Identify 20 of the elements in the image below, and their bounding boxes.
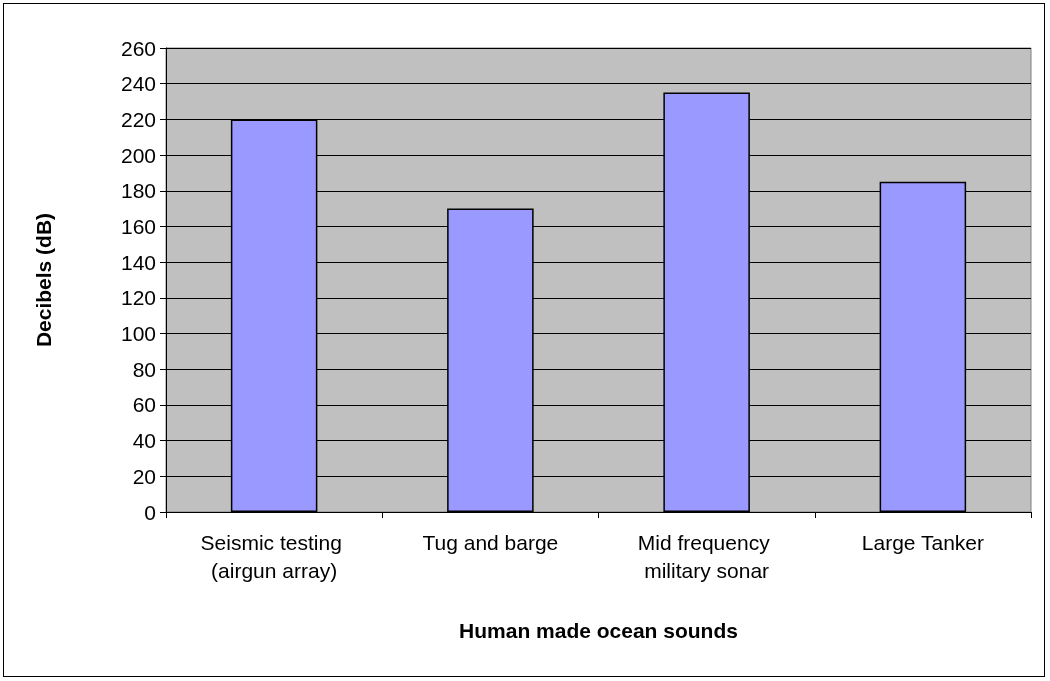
y-tick-label: 160 — [120, 214, 156, 238]
y-tick-label: 220 — [120, 107, 156, 131]
y-tick-label: 240 — [120, 72, 156, 96]
y-tick-label: 80 — [132, 357, 156, 381]
x-tick-label: Large Tanker — [861, 530, 984, 554]
x-tick-label: Mid frequency military sonar — [637, 530, 776, 582]
x-tick-label: Tug and barge — [422, 530, 559, 554]
y-tick-label: 120 — [120, 286, 156, 310]
y-axis-title: Decibels (dB) — [32, 212, 55, 348]
y-tick-label: 20 — [132, 464, 156, 488]
y-tick-label: 260 — [120, 36, 156, 60]
y-tick-label: 60 — [132, 393, 156, 417]
y-tick-label: 100 — [120, 322, 156, 346]
y-tick-label: 40 — [132, 429, 156, 453]
y-tick-label: 200 — [120, 143, 156, 167]
y-tick-label: 180 — [120, 179, 156, 203]
y-tick-label: 0 — [144, 500, 156, 524]
y-tick-label: 140 — [120, 250, 156, 274]
x-tick-label: Seismic testing (airgun array) — [200, 530, 348, 582]
x-axis-title: Human made ocean sounds — [459, 619, 738, 642]
